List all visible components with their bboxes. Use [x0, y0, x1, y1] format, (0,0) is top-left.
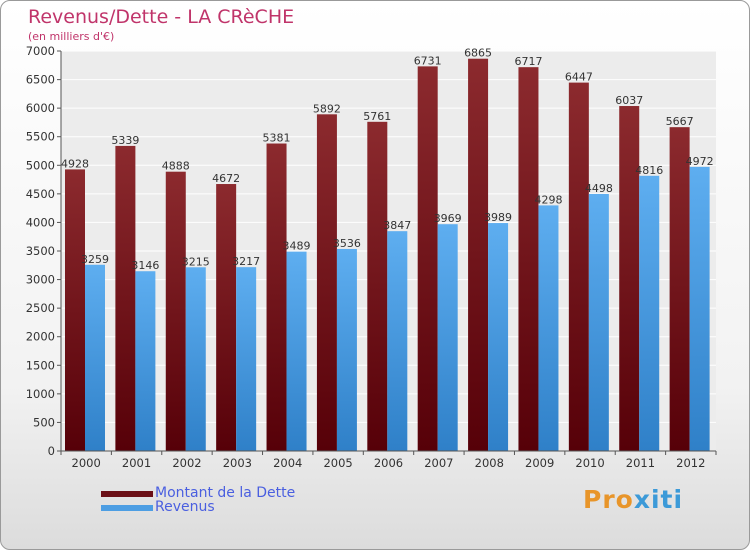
legend-label-revenue: Revenus	[155, 499, 215, 515]
chart-subtitle: (en milliers d'€)	[28, 30, 115, 43]
x-tick-label: 2005	[323, 456, 352, 470]
y-tick-label: 2000	[26, 330, 55, 344]
y-tick-label: 5000	[26, 158, 55, 172]
x-tick-label: 2006	[374, 456, 403, 470]
x-tick-label: 2000	[72, 456, 101, 470]
y-tick-label: 4500	[26, 187, 55, 201]
x-tick-label: 2004	[273, 456, 302, 470]
data-label-revenue: 3969	[434, 212, 462, 225]
bar-debt	[518, 67, 539, 452]
y-tick-label: 6500	[26, 73, 55, 87]
data-label-debt: 4928	[61, 157, 89, 170]
axes: 0 500 1000 1500 2000 2500 3000 3500 4000 4500 5000…	[26, 44, 717, 470]
y-tick-label: 7000	[26, 44, 55, 58]
bar-debt	[417, 66, 438, 451]
y-tick-label: 6000	[26, 101, 55, 115]
x-tick-label: 2007	[424, 456, 453, 470]
bar-debt	[165, 171, 186, 451]
x-tick-label: 2012	[676, 456, 705, 470]
data-label-revenue: 3489	[283, 240, 311, 253]
bar-debt	[468, 58, 489, 451]
y-tick-label: 1000	[26, 387, 55, 401]
x-tick-label: 2009	[525, 456, 554, 470]
y-tick-label: 5500	[26, 130, 55, 144]
bar-revenue	[85, 264, 105, 451]
y-tick-label: 500	[33, 415, 55, 429]
data-label-debt: 4888	[162, 160, 190, 173]
data-label-debt: 5892	[313, 102, 341, 115]
bar-revenue	[135, 271, 156, 451]
bar-revenue	[185, 267, 206, 451]
x-tick-label: 2010	[575, 456, 604, 470]
data-label-revenue: 3146	[131, 259, 159, 272]
data-label-revenue: 4498	[585, 182, 613, 195]
bar-revenue	[639, 175, 660, 452]
data-label-revenue: 3215	[182, 255, 210, 268]
data-labels: 4928 3259 5339 3146 4888 3215 4672 3217 5381 3489…	[61, 47, 714, 273]
bar-debt	[266, 143, 287, 451]
y-tick-label: 3500	[26, 244, 55, 258]
data-label-revenue: 3847	[383, 219, 411, 232]
bar-debt	[367, 121, 388, 452]
bar-revenue	[689, 166, 710, 451]
bar-revenue	[236, 267, 257, 451]
bar-revenue	[538, 205, 559, 451]
bar-revenue	[488, 223, 509, 451]
data-label-debt: 6447	[565, 71, 593, 84]
bar-debt	[619, 106, 640, 452]
data-label-debt: 5761	[363, 110, 391, 123]
bar-debt	[115, 145, 136, 451]
data-label-debt: 4672	[212, 172, 240, 185]
bar-debt	[65, 169, 85, 451]
data-label-debt: 6037	[615, 94, 643, 107]
data-label-revenue: 4972	[686, 155, 714, 168]
data-label-debt: 6865	[464, 47, 492, 60]
chart-title: Revenus/Dette - LA CRèCHE	[28, 6, 295, 28]
data-label-revenue: 4298	[534, 193, 562, 206]
y-tick-label: 3000	[26, 273, 55, 287]
data-label-revenue: 3217	[232, 255, 260, 268]
data-label-debt: 5381	[263, 132, 291, 145]
legend-swatch-revenue	[101, 505, 153, 511]
data-label-revenue: 3259	[81, 253, 109, 266]
data-label-debt: 5667	[666, 115, 694, 128]
x-tick-label: 2003	[223, 456, 252, 470]
x-tick-label: 2001	[122, 456, 151, 470]
legend-label-debt: Montant de la Dette	[155, 485, 296, 501]
bars	[65, 58, 710, 452]
y-tick-label: 2500	[26, 301, 55, 315]
data-label-debt: 5339	[111, 134, 139, 147]
data-label-revenue: 4816	[635, 164, 663, 177]
x-tick-label: 2008	[475, 456, 504, 470]
bar-revenue	[437, 224, 458, 451]
y-tick-label: 4000	[26, 215, 55, 229]
y-tick-label: 0	[48, 444, 55, 458]
logo-part-1: Pro	[583, 485, 634, 514]
bar-revenue	[286, 251, 307, 451]
data-label-revenue: 3989	[484, 211, 512, 224]
logo-part-2: xiti	[633, 485, 684, 514]
x-tick-label: 2002	[172, 456, 201, 470]
bar-debt	[216, 184, 237, 451]
x-tick-label: 2011	[626, 456, 655, 470]
bar-revenue	[588, 193, 609, 451]
y-tick-label: 1500	[26, 358, 55, 372]
bar-debt	[669, 127, 690, 452]
bar-debt	[316, 114, 337, 452]
data-label-revenue: 3536	[333, 237, 361, 250]
legend-swatch-debt	[101, 491, 153, 497]
data-label-debt: 6731	[414, 54, 442, 67]
bar-revenue	[336, 248, 357, 451]
bar-debt	[568, 82, 589, 451]
proxiti-logo: Proxiti	[583, 485, 683, 514]
bar-revenue	[387, 231, 408, 451]
data-label-debt: 6717	[514, 55, 542, 68]
